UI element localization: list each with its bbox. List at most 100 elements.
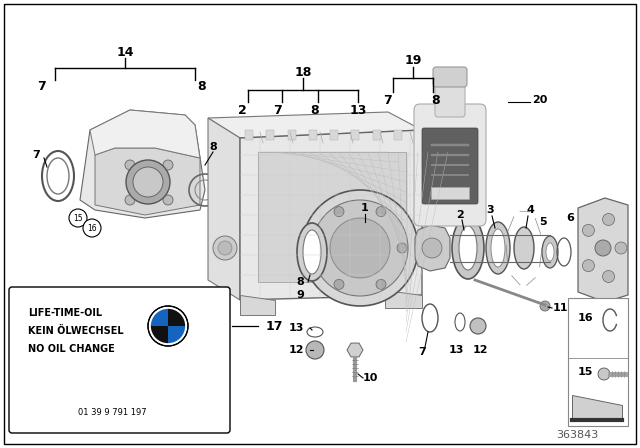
Bar — [568, 298, 628, 426]
FancyBboxPatch shape — [9, 287, 230, 433]
Bar — [258, 152, 406, 282]
Circle shape — [330, 218, 390, 278]
Circle shape — [397, 243, 407, 253]
FancyBboxPatch shape — [431, 187, 469, 199]
Text: 15: 15 — [578, 367, 593, 377]
Polygon shape — [385, 290, 422, 308]
Circle shape — [603, 213, 614, 225]
Text: 16: 16 — [87, 224, 97, 233]
Text: 3: 3 — [486, 205, 494, 215]
Text: 20: 20 — [532, 95, 548, 105]
Wedge shape — [150, 308, 168, 326]
FancyBboxPatch shape — [435, 79, 465, 117]
Circle shape — [125, 160, 135, 170]
Text: 15: 15 — [73, 214, 83, 223]
Polygon shape — [90, 110, 200, 158]
Polygon shape — [351, 130, 359, 140]
Circle shape — [582, 224, 595, 237]
Circle shape — [313, 243, 323, 253]
Polygon shape — [80, 110, 205, 218]
Wedge shape — [168, 308, 186, 326]
Polygon shape — [287, 130, 296, 140]
Circle shape — [126, 160, 170, 204]
Text: 4: 4 — [526, 205, 534, 215]
Polygon shape — [266, 130, 275, 140]
Polygon shape — [208, 118, 240, 300]
Circle shape — [148, 306, 188, 346]
Text: KEIN ÖLWECHSEL: KEIN ÖLWECHSEL — [28, 326, 124, 336]
Circle shape — [125, 195, 135, 205]
Text: 7: 7 — [32, 150, 40, 160]
Wedge shape — [168, 326, 186, 344]
Text: 6: 6 — [566, 213, 574, 223]
Circle shape — [163, 160, 173, 170]
Text: 19: 19 — [404, 53, 422, 66]
Circle shape — [218, 241, 232, 255]
Circle shape — [334, 207, 344, 217]
Circle shape — [595, 240, 611, 256]
Ellipse shape — [542, 236, 558, 268]
Polygon shape — [578, 198, 628, 302]
Text: 7: 7 — [38, 79, 46, 92]
Polygon shape — [208, 112, 422, 138]
Polygon shape — [372, 130, 381, 140]
Text: 17: 17 — [265, 319, 283, 332]
Polygon shape — [240, 295, 275, 315]
Polygon shape — [308, 130, 317, 140]
Text: 8: 8 — [296, 277, 304, 287]
Text: 13: 13 — [349, 103, 367, 116]
Text: 7: 7 — [274, 103, 282, 116]
Text: 12: 12 — [288, 345, 304, 355]
Text: 7: 7 — [383, 94, 392, 107]
Polygon shape — [330, 130, 338, 140]
Text: 2: 2 — [456, 210, 464, 220]
Ellipse shape — [491, 229, 505, 267]
Text: 16: 16 — [578, 313, 594, 323]
FancyBboxPatch shape — [422, 128, 478, 204]
Circle shape — [213, 236, 237, 260]
Polygon shape — [572, 395, 622, 420]
Circle shape — [306, 341, 324, 359]
Circle shape — [163, 195, 173, 205]
Text: 01 39 9 791 197: 01 39 9 791 197 — [77, 408, 147, 417]
FancyBboxPatch shape — [433, 67, 467, 87]
Text: LIFE-TIME-OIL: LIFE-TIME-OIL — [28, 308, 102, 318]
Polygon shape — [245, 130, 253, 140]
Circle shape — [376, 280, 386, 289]
Circle shape — [422, 238, 442, 258]
Polygon shape — [415, 225, 450, 271]
Ellipse shape — [297, 223, 327, 281]
Circle shape — [615, 242, 627, 254]
Text: 11: 11 — [552, 303, 568, 313]
Polygon shape — [415, 130, 423, 140]
Circle shape — [540, 301, 550, 311]
Text: 10: 10 — [362, 373, 378, 383]
Text: 5: 5 — [539, 217, 547, 227]
Circle shape — [83, 219, 101, 237]
Ellipse shape — [452, 217, 484, 279]
Text: 18: 18 — [294, 65, 312, 78]
Wedge shape — [150, 326, 168, 344]
Polygon shape — [394, 130, 402, 140]
Polygon shape — [240, 130, 422, 300]
Text: 9: 9 — [296, 290, 304, 300]
Text: 8: 8 — [310, 103, 319, 116]
Circle shape — [302, 190, 418, 306]
Text: 12: 12 — [472, 345, 488, 355]
Text: 8: 8 — [209, 142, 217, 152]
FancyBboxPatch shape — [414, 104, 486, 226]
Ellipse shape — [514, 227, 534, 269]
Text: 7: 7 — [418, 347, 426, 357]
Text: 8: 8 — [432, 94, 440, 107]
Circle shape — [312, 200, 408, 296]
Text: 8: 8 — [198, 79, 206, 92]
Text: 13: 13 — [288, 323, 304, 333]
Ellipse shape — [459, 226, 477, 270]
Text: NO OIL CHANGE: NO OIL CHANGE — [28, 344, 115, 354]
Circle shape — [376, 207, 386, 217]
Circle shape — [598, 368, 610, 380]
Circle shape — [334, 280, 344, 289]
Circle shape — [470, 318, 486, 334]
Ellipse shape — [486, 222, 510, 274]
Circle shape — [69, 209, 87, 227]
